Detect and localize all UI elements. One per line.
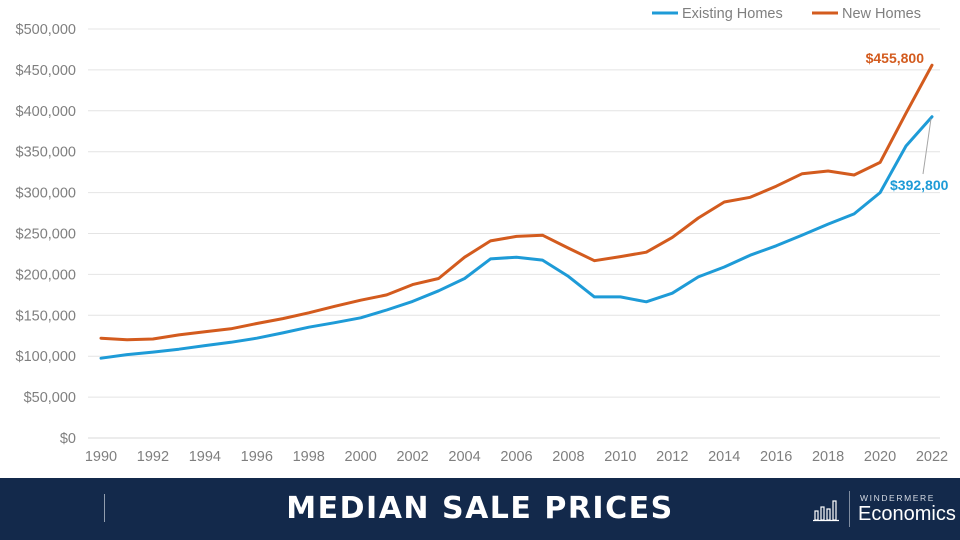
- x-tick-label: 2012: [656, 449, 688, 465]
- series-line-new-homes: [99, 63, 934, 342]
- bar-chart-icon: [813, 500, 839, 522]
- y-tick-label: $450,000: [16, 63, 76, 79]
- series-line-existing-homes: [99, 115, 934, 360]
- y-tick-label: $300,000: [16, 186, 76, 202]
- y-tick-label: $500,000: [16, 22, 76, 38]
- x-tick-label: 2002: [396, 449, 428, 465]
- data-label-leader: [922, 118, 932, 175]
- y-tick-label: $200,000: [16, 267, 76, 283]
- data-label-existing-homes: $392,800: [890, 177, 949, 193]
- x-tick-label: 1990: [85, 449, 117, 465]
- footer-divider: [104, 494, 105, 522]
- legend-label: New Homes: [842, 6, 921, 22]
- brand-subtitle: Economics: [858, 503, 956, 525]
- median-price-chart: $0 $50,000 $100,000 $150,000 $200,000 $250,00…: [16, 6, 949, 465]
- data-label-new-homes: $455,800: [866, 50, 925, 66]
- y-tick-label: $150,000: [16, 308, 76, 324]
- y-tick-label: $350,000: [16, 145, 76, 161]
- x-tick-label: 2004: [448, 449, 480, 465]
- x-tick-label: 2010: [604, 449, 636, 465]
- chart-area: $0 $50,000 $100,000 $150,000 $200,000 $250,00…: [16, 6, 949, 465]
- y-tick-label: $0: [60, 431, 76, 447]
- x-tick-label: 2020: [864, 449, 896, 465]
- y-tick-label: $50,000: [24, 390, 76, 406]
- brand-separator: [849, 491, 850, 527]
- x-tick-label: 1996: [241, 449, 273, 465]
- x-tick-label: 1998: [293, 449, 325, 465]
- x-tick-label: 2014: [708, 449, 740, 465]
- x-tick-label: 1992: [137, 449, 169, 465]
- footer-banner: MEDIAN SALE PRICES WINDERMERE Economics: [0, 478, 960, 540]
- x-tick-label: 2022: [916, 449, 948, 465]
- x-tick-label: 2000: [345, 449, 377, 465]
- x-tick-label: 2008: [552, 449, 584, 465]
- legend-label: Existing Homes: [682, 6, 783, 22]
- y-tick-label: $250,000: [16, 227, 76, 243]
- x-tick-label: 2016: [760, 449, 792, 465]
- brand-name: WINDERMERE: [860, 493, 936, 503]
- x-tick-label: 2006: [500, 449, 532, 465]
- slide-title: MEDIAN SALE PRICES: [286, 491, 674, 526]
- x-tick-label: 2018: [812, 449, 844, 465]
- y-tick-label: $100,000: [16, 349, 76, 365]
- y-tick-label: $400,000: [16, 104, 76, 120]
- x-tick-label: 1994: [189, 449, 221, 465]
